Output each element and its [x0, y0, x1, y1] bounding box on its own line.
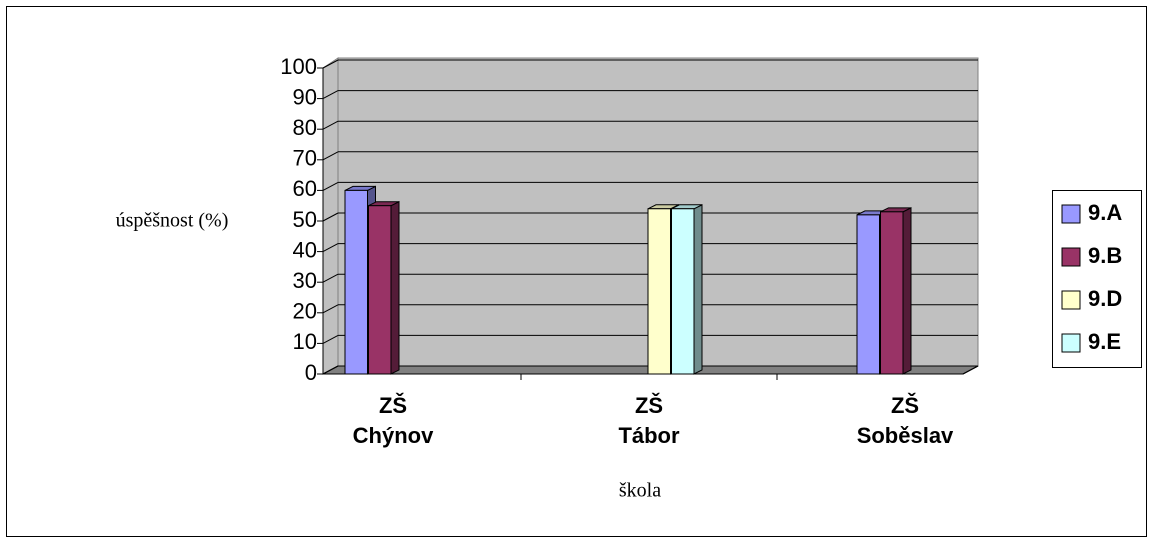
- legend-swatch: [1061, 290, 1081, 310]
- bar: [368, 200, 400, 375]
- y-tick-label: 50: [293, 207, 317, 232]
- x-tick-label: ZŠ Soběslav: [856, 393, 954, 448]
- legend-swatch: [1061, 247, 1081, 267]
- legend-swatch: [1061, 204, 1081, 224]
- y-tick-label: 20: [293, 299, 317, 324]
- grid-line-side: [322, 59, 339, 69]
- grid-line-side: [322, 365, 339, 375]
- y-tick-label: 10: [293, 329, 317, 354]
- bar-front: [344, 189, 368, 375]
- x-tick-label: ZŠ Tábor: [618, 393, 680, 448]
- grid-line-side: [322, 273, 339, 283]
- side-wall: [322, 57, 339, 375]
- bar-front: [671, 208, 695, 375]
- grid-line-side: [322, 243, 339, 253]
- y-tick-label: 100: [280, 54, 317, 79]
- y-tick-label: 30: [293, 268, 317, 293]
- y-tick-label: 0: [305, 360, 317, 385]
- y-tick-label: 70: [293, 146, 317, 171]
- x-axis-back: [962, 365, 979, 375]
- y-tick-label: 60: [293, 176, 317, 201]
- bar-front: [856, 214, 880, 375]
- bar-front: [647, 208, 671, 375]
- legend-label: 9.D: [1088, 286, 1122, 311]
- bar-side: [390, 200, 400, 375]
- bar-side: [693, 203, 703, 375]
- grid-line-side: [322, 212, 339, 222]
- y-tick-label: 80: [293, 115, 317, 140]
- legend-label: 9.B: [1088, 243, 1122, 268]
- x-axis-label: škola: [619, 480, 661, 502]
- grid-line-side: [322, 334, 339, 344]
- legend-swatch: [1061, 333, 1081, 353]
- legend-label: 9.A: [1088, 200, 1122, 225]
- bar: [671, 203, 703, 375]
- grid-line-side: [322, 151, 339, 161]
- bar-front: [368, 205, 392, 375]
- grid-line-side: [322, 304, 339, 314]
- y-axis-label: úspěšnost (%): [116, 210, 229, 232]
- bar-side: [902, 207, 912, 375]
- bar-front: [880, 211, 904, 375]
- grid-line-side: [322, 90, 339, 100]
- bar: [880, 207, 912, 375]
- grid-line-side: [322, 120, 339, 130]
- y-tick-label: 90: [293, 84, 317, 109]
- grid-line-side: [322, 181, 339, 191]
- y-tick-label: 40: [293, 237, 317, 262]
- x-tick-label: ZŠ Chýnov: [352, 393, 434, 448]
- legend-label: 9.E: [1088, 329, 1121, 354]
